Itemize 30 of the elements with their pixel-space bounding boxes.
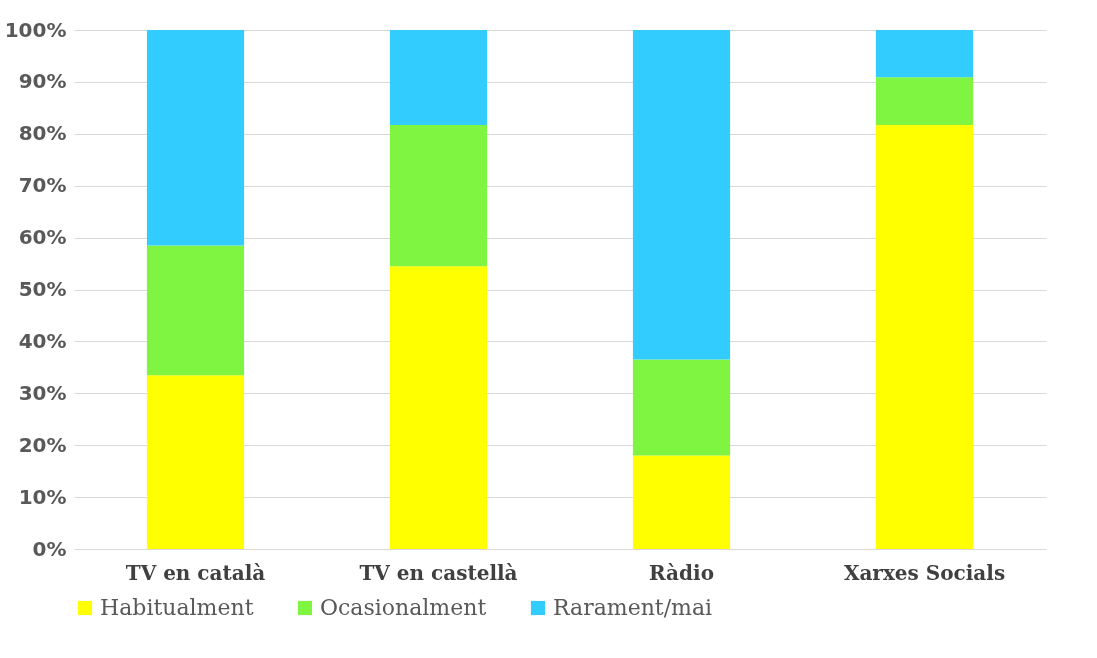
y-tick-label: 30% <box>18 380 67 405</box>
y-tick-label: 80% <box>18 121 67 146</box>
bar <box>146 30 245 246</box>
bar <box>389 30 488 125</box>
y-tick-label: 10% <box>18 484 67 509</box>
x-tick-label: TV en català <box>125 560 266 585</box>
x-tick-label: Xarxes Socials <box>843 560 1006 585</box>
bar <box>632 455 731 549</box>
y-tick-label: 60% <box>18 225 67 250</box>
x-tick-label: TV en castellà <box>359 560 518 585</box>
y-tick-label: 100% <box>4 17 67 42</box>
y-tick-label: 90% <box>18 69 67 94</box>
y-tick-label: 40% <box>18 328 67 353</box>
x-tick-label: Ràdio <box>649 560 714 585</box>
bar <box>389 266 488 549</box>
y-tick-label: 20% <box>18 432 67 457</box>
bar <box>875 124 974 549</box>
y-tick-label: 0% <box>32 536 67 561</box>
bar <box>875 30 974 78</box>
y-tick-label: 50% <box>18 277 67 301</box>
bar <box>389 124 488 267</box>
bar <box>146 245 245 376</box>
bar <box>875 77 974 125</box>
y-tick-label: 70% <box>18 173 67 198</box>
legend-label: Habitualment <box>100 595 254 620</box>
bar <box>632 30 731 360</box>
bar <box>632 359 731 456</box>
bar <box>146 375 245 549</box>
legend-label: Ocasionalment <box>320 595 487 620</box>
legend-label: Rarament/mai <box>553 595 713 620</box>
